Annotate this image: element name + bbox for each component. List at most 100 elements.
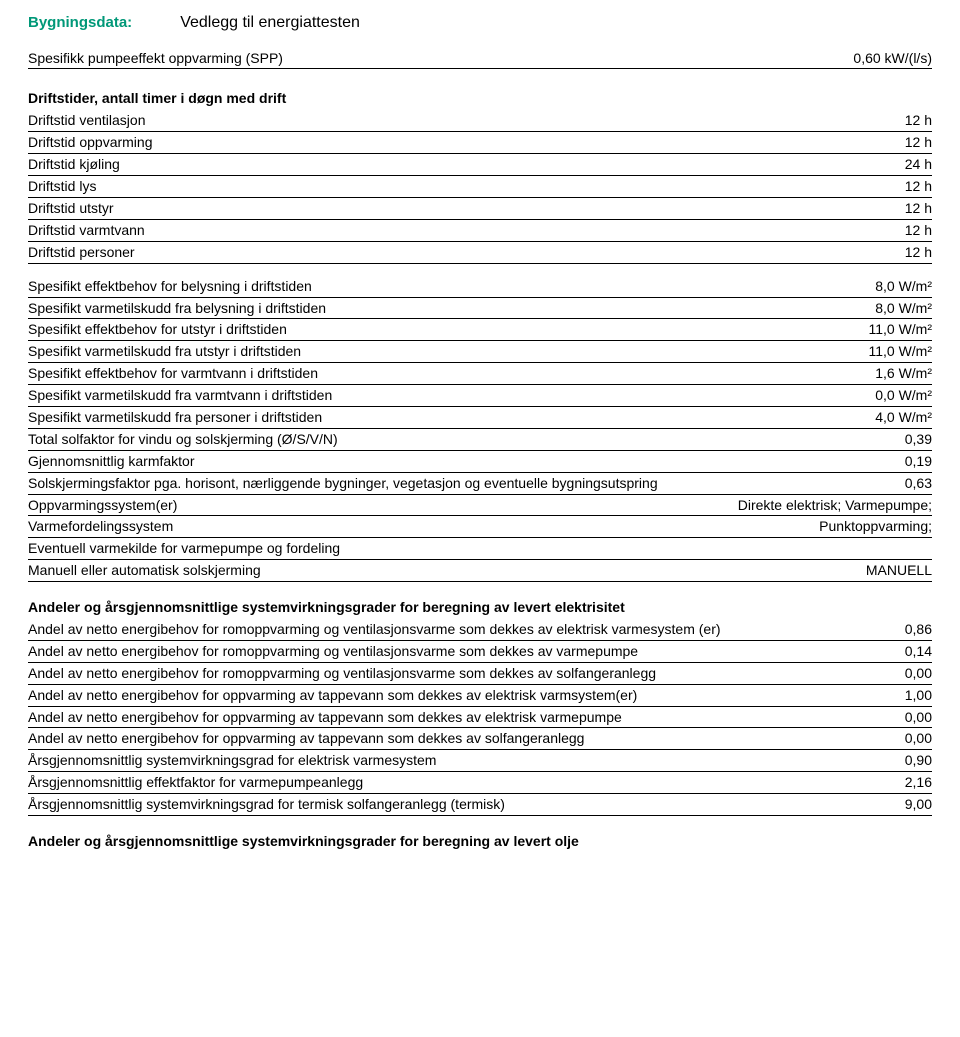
row-label: Solskjermingsfaktor pga. horisont, nærli… bbox=[28, 474, 895, 493]
header-title: Vedlegg til energiattesten bbox=[180, 12, 360, 34]
table-row: Driftstid personer12 h bbox=[28, 242, 932, 264]
row-value: 0,86 bbox=[895, 620, 932, 639]
row-label: Driftstid lys bbox=[28, 177, 895, 196]
table-row: Driftstid lys12 h bbox=[28, 176, 932, 198]
table-row: Årsgjennomsnittlig effektfaktor for varm… bbox=[28, 772, 932, 794]
row-label: Driftstid oppvarming bbox=[28, 133, 895, 152]
table-row: Driftstid oppvarming12 h bbox=[28, 132, 932, 154]
row-label: Årsgjennomsnittlig systemvirkningsgrad f… bbox=[28, 751, 895, 770]
table-row: Driftstid varmtvann12 h bbox=[28, 220, 932, 242]
row-value: 12 h bbox=[895, 199, 932, 218]
row-value: 0,14 bbox=[895, 642, 932, 661]
row-value: 2,16 bbox=[895, 773, 932, 792]
row-value: 12 h bbox=[895, 111, 932, 130]
row-label: Årsgjennomsnittlig effektfaktor for varm… bbox=[28, 773, 895, 792]
row-label: Total solfaktor for vindu og solskjermin… bbox=[28, 430, 895, 449]
row-value: 1,6 W/m² bbox=[865, 364, 932, 383]
row-value: 0,00 bbox=[895, 708, 932, 727]
table-row: Eventuell varmekilde for varmepumpe og f… bbox=[28, 538, 932, 560]
header-label: Bygningsdata: bbox=[28, 13, 132, 33]
row-label: Andel av netto energibehov for oppvarmin… bbox=[28, 729, 895, 748]
row-spp: Spesifikk pumpeeffekt oppvarming (SPP) 0… bbox=[28, 48, 932, 70]
row-value: 0,39 bbox=[895, 430, 932, 449]
row-label: Spesifikt effektbehov for varmtvann i dr… bbox=[28, 364, 865, 383]
table-row: Driftstid kjøling24 h bbox=[28, 154, 932, 176]
table-row: Driftstid utstyr12 h bbox=[28, 198, 932, 220]
table-row: Spesifikt varmetilskudd fra personer i d… bbox=[28, 407, 932, 429]
row-label: Driftstid ventilasjon bbox=[28, 111, 895, 130]
elektrisitet-rows-container: Andel av netto energibehov for romoppvar… bbox=[28, 619, 932, 816]
section-heading-elektrisitet: Andeler og årsgjennomsnittlige systemvir… bbox=[28, 598, 932, 617]
table-row: Andel av netto energibehov for oppvarmin… bbox=[28, 728, 932, 750]
row-value: 0,00 bbox=[895, 664, 932, 683]
row-value: 9,00 bbox=[895, 795, 932, 814]
row-label: Gjennomsnittlig karmfaktor bbox=[28, 452, 895, 471]
row-label: Spesifikt varmetilskudd fra belysning i … bbox=[28, 299, 865, 318]
row-label: Spesifikk pumpeeffekt oppvarming (SPP) bbox=[28, 49, 843, 68]
table-row: VarmefordelingssystemPunktoppvarming; bbox=[28, 516, 932, 538]
row-value: 0,19 bbox=[895, 452, 932, 471]
table-row: Andel av netto energibehov for romoppvar… bbox=[28, 619, 932, 641]
row-value: 0,90 bbox=[895, 751, 932, 770]
row-value: 11,0 W/m² bbox=[858, 320, 932, 339]
spesifikt-rows-container: Spesifikt effektbehov for belysning i dr… bbox=[28, 276, 932, 582]
row-label: Spesifikt effektbehov for utstyr i drift… bbox=[28, 320, 858, 339]
table-row: Manuell eller automatisk solskjermingMAN… bbox=[28, 560, 932, 582]
drift-rows-container: Driftstid ventilasjon12 hDriftstid oppva… bbox=[28, 110, 932, 263]
row-label: Andel av netto energibehov for romoppvar… bbox=[28, 642, 895, 661]
row-value: Direkte elektrisk; Varmepumpe; bbox=[728, 496, 932, 515]
table-row: Gjennomsnittlig karmfaktor0,19 bbox=[28, 451, 932, 473]
table-row: Total solfaktor for vindu og solskjermin… bbox=[28, 429, 932, 451]
row-value: 12 h bbox=[895, 133, 932, 152]
table-row: Årsgjennomsnittlig systemvirkningsgrad f… bbox=[28, 794, 932, 816]
table-row: Andel av netto energibehov for romoppvar… bbox=[28, 663, 932, 685]
row-label: Eventuell varmekilde for varmepumpe og f… bbox=[28, 539, 922, 558]
table-row: Spesifikt varmetilskudd fra varmtvann i … bbox=[28, 385, 932, 407]
row-label: Andel av netto energibehov for oppvarmin… bbox=[28, 686, 895, 705]
table-row: Andel av netto energibehov for oppvarmin… bbox=[28, 707, 932, 729]
row-value: 8,0 W/m² bbox=[865, 277, 932, 296]
row-label: Manuell eller automatisk solskjerming bbox=[28, 561, 856, 580]
table-row: Andel av netto energibehov for oppvarmin… bbox=[28, 685, 932, 707]
row-value: 4,0 W/m² bbox=[865, 408, 932, 427]
row-value: 8,0 W/m² bbox=[865, 299, 932, 318]
row-label: Spesifikt varmetilskudd fra utstyr i dri… bbox=[28, 342, 858, 361]
table-row: Andel av netto energibehov for romoppvar… bbox=[28, 641, 932, 663]
row-label: Andel av netto energibehov for romoppvar… bbox=[28, 620, 895, 639]
row-label: Driftstid personer bbox=[28, 243, 895, 262]
row-value: MANUELL bbox=[856, 561, 932, 580]
table-row: Oppvarmingssystem(er)Direkte elektrisk; … bbox=[28, 495, 932, 517]
row-label: Varmefordelingssystem bbox=[28, 517, 809, 536]
row-value: 0,0 W/m² bbox=[865, 386, 932, 405]
section-heading-drift: Driftstider, antall timer i døgn med dri… bbox=[28, 89, 932, 108]
row-label: Andel av netto energibehov for oppvarmin… bbox=[28, 708, 895, 727]
row-label: Driftstid kjøling bbox=[28, 155, 895, 174]
row-label: Andel av netto energibehov for romoppvar… bbox=[28, 664, 895, 683]
row-label: Årsgjennomsnittlig systemvirkningsgrad f… bbox=[28, 795, 895, 814]
table-row: Driftstid ventilasjon12 h bbox=[28, 110, 932, 132]
row-label: Spesifikt effektbehov for belysning i dr… bbox=[28, 277, 865, 296]
row-value: 0,00 bbox=[895, 729, 932, 748]
table-row: Spesifikt effektbehov for utstyr i drift… bbox=[28, 319, 932, 341]
row-label: Oppvarmingssystem(er) bbox=[28, 496, 728, 515]
table-row: Spesifikt effektbehov for belysning i dr… bbox=[28, 276, 932, 298]
row-value: 12 h bbox=[895, 177, 932, 196]
table-row: Spesifikt varmetilskudd fra utstyr i dri… bbox=[28, 341, 932, 363]
table-row: Årsgjennomsnittlig systemvirkningsgrad f… bbox=[28, 750, 932, 772]
row-value: 0,60 kW/(l/s) bbox=[843, 49, 932, 68]
row-value: Punktoppvarming; bbox=[809, 517, 932, 536]
page-header: Bygningsdata: Vedlegg til energiattesten bbox=[28, 12, 932, 34]
row-value: 12 h bbox=[895, 221, 932, 240]
table-row: Spesifikt effektbehov for varmtvann i dr… bbox=[28, 363, 932, 385]
row-label: Driftstid utstyr bbox=[28, 199, 895, 218]
row-value: 11,0 W/m² bbox=[858, 342, 932, 361]
row-value: 24 h bbox=[895, 155, 932, 174]
row-label: Spesifikt varmetilskudd fra varmtvann i … bbox=[28, 386, 865, 405]
row-label: Spesifikt varmetilskudd fra personer i d… bbox=[28, 408, 865, 427]
row-value: 0,63 bbox=[895, 474, 932, 493]
row-value: 1,00 bbox=[895, 686, 932, 705]
row-value: 12 h bbox=[895, 243, 932, 262]
table-row: Solskjermingsfaktor pga. horisont, nærli… bbox=[28, 473, 932, 495]
table-row: Spesifikt varmetilskudd fra belysning i … bbox=[28, 298, 932, 320]
row-label: Driftstid varmtvann bbox=[28, 221, 895, 240]
